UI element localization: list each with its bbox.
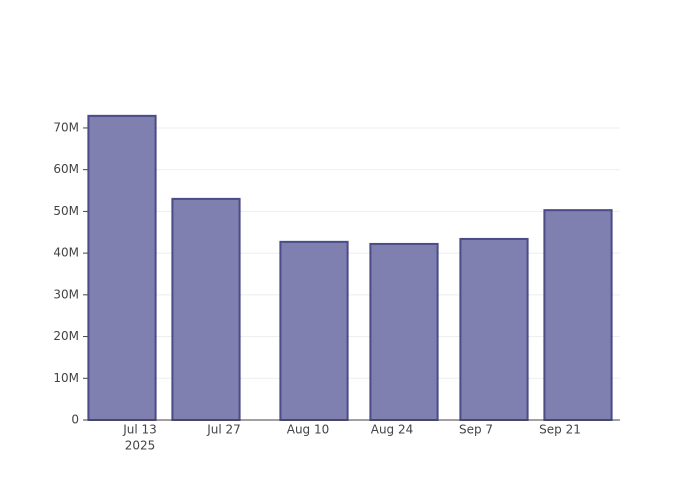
y-tick-label: 20M [53,329,79,343]
bar [543,209,613,421]
y-tick-label: 30M [53,287,79,301]
x-tick-label: Aug 24 [371,423,414,437]
bar [87,114,157,421]
bar [279,240,349,421]
bar [459,237,529,421]
y-tick-label: 10M [53,371,79,385]
y-tick-label: 70M [53,120,79,134]
bar [369,242,439,421]
x-tick-label: Jul 27 [206,423,241,437]
y-tick-label: 50M [53,204,79,218]
y-tick-label: 0 [71,413,79,427]
x-tick-label: Jul 13 [122,423,157,437]
x-tick-label: Aug 10 [287,423,330,437]
x-year-label: 2025 [125,439,156,453]
x-tick-label: Sep 7 [459,423,493,437]
y-tick-label: 60M [53,162,79,176]
x-tick-label: Sep 21 [539,423,581,437]
bar [171,197,241,421]
y-tick-label: 40M [53,246,79,260]
